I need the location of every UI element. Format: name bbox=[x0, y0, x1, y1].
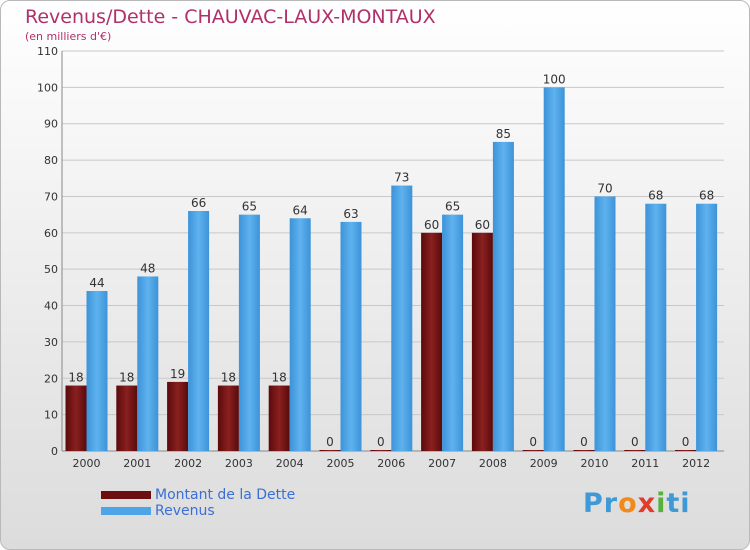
x-tick-label: 2007 bbox=[428, 457, 456, 470]
y-tick-label: 20 bbox=[44, 372, 58, 385]
bar-debt bbox=[319, 450, 341, 451]
data-label-debt: 18 bbox=[68, 371, 83, 385]
bar-debt bbox=[624, 450, 646, 451]
chart-subtitle: (en milliers d'€) bbox=[25, 30, 112, 43]
data-label-revenue: 73 bbox=[394, 171, 409, 185]
bar-debt bbox=[65, 385, 87, 451]
legend-swatch-revenue bbox=[101, 507, 151, 515]
data-label-debt: 18 bbox=[221, 371, 236, 385]
x-tick-label: 2009 bbox=[530, 457, 558, 470]
bar-revenue bbox=[543, 87, 565, 451]
y-tick-label: 80 bbox=[44, 154, 58, 167]
y-tick-label: 40 bbox=[44, 300, 58, 313]
x-tick-label: 2003 bbox=[225, 457, 253, 470]
logo-letter: x bbox=[637, 488, 657, 519]
legend-item-debt: Montant de la Dette bbox=[101, 487, 295, 503]
data-label-revenue: 44 bbox=[89, 276, 104, 290]
x-tick-label: 2001 bbox=[123, 457, 151, 470]
y-tick-label: 110 bbox=[37, 45, 58, 58]
bar-revenue bbox=[645, 203, 667, 451]
bar-revenue bbox=[238, 214, 260, 451]
data-label-revenue: 64 bbox=[293, 203, 308, 217]
data-label-debt: 60 bbox=[424, 218, 439, 232]
chart-title: Revenus/Dette - CHAUVAC-LAUX-MONTAUX bbox=[25, 6, 436, 28]
proxiti-logo: Proxiti bbox=[583, 488, 691, 519]
x-tick-label: 2002 bbox=[174, 457, 202, 470]
bar-revenue bbox=[594, 196, 616, 451]
bar-revenue bbox=[188, 211, 210, 451]
bar-debt bbox=[217, 385, 239, 451]
bar-revenue bbox=[391, 185, 413, 451]
bar-revenue bbox=[86, 291, 108, 451]
logo-letter: r bbox=[603, 488, 619, 519]
legend-label-revenue: Revenus bbox=[155, 503, 215, 519]
data-label-debt: 0 bbox=[529, 435, 537, 449]
x-tick-label: 2008 bbox=[479, 457, 507, 470]
data-label-debt: 18 bbox=[272, 371, 287, 385]
data-label-debt: 0 bbox=[580, 435, 588, 449]
legend-swatch-debt bbox=[101, 491, 151, 499]
y-tick-label: 100 bbox=[37, 81, 58, 94]
data-label-debt: 0 bbox=[631, 435, 639, 449]
data-label-debt: 18 bbox=[119, 371, 134, 385]
legend-item-revenue: Revenus bbox=[101, 503, 295, 519]
bar-revenue bbox=[696, 203, 718, 451]
x-tick-label: 2000 bbox=[73, 457, 101, 470]
logo-letter: i bbox=[680, 488, 691, 519]
bar-revenue bbox=[289, 218, 311, 451]
x-tick-label: 2006 bbox=[377, 457, 405, 470]
data-label-revenue: 63 bbox=[343, 207, 358, 221]
legend-label-debt: Montant de la Dette bbox=[155, 487, 296, 503]
logo-letter: o bbox=[618, 488, 638, 519]
bar-debt bbox=[421, 232, 443, 451]
bar-debt bbox=[268, 385, 290, 451]
data-label-revenue: 68 bbox=[648, 189, 663, 203]
bar-debt bbox=[116, 385, 138, 451]
x-tick-label: 2010 bbox=[581, 457, 609, 470]
bar-debt bbox=[167, 381, 189, 451]
logo-letter: P bbox=[583, 488, 604, 519]
x-tick-label: 2012 bbox=[682, 457, 710, 470]
bar-revenue bbox=[137, 276, 159, 451]
data-label-revenue: 65 bbox=[242, 200, 257, 214]
y-tick-label: 30 bbox=[44, 336, 58, 349]
data-label-revenue: 65 bbox=[445, 200, 460, 214]
data-label-debt: 0 bbox=[682, 435, 690, 449]
y-tick-label: 10 bbox=[44, 409, 58, 422]
legend: Montant de la Dette Revenus bbox=[101, 487, 295, 519]
data-label-revenue: 66 bbox=[191, 196, 206, 210]
bar-debt bbox=[522, 450, 544, 451]
bar-debt bbox=[675, 450, 697, 451]
bar-debt bbox=[370, 450, 392, 451]
y-tick-label: 50 bbox=[44, 263, 58, 276]
y-tick-label: 90 bbox=[44, 118, 58, 131]
logo-letter: t bbox=[666, 488, 681, 519]
x-tick-label: 2004 bbox=[276, 457, 304, 470]
bar-debt bbox=[471, 232, 493, 451]
data-label-revenue: 48 bbox=[140, 261, 155, 275]
data-label-revenue: 100 bbox=[543, 72, 566, 86]
data-label-revenue: 68 bbox=[699, 189, 714, 203]
bar-revenue bbox=[442, 214, 464, 451]
data-label-debt: 19 bbox=[170, 367, 185, 381]
data-label-revenue: 70 bbox=[597, 181, 612, 195]
bar-debt bbox=[573, 450, 595, 451]
data-label-revenue: 85 bbox=[496, 127, 511, 141]
y-tick-label: 70 bbox=[44, 190, 58, 203]
bar-revenue bbox=[340, 221, 362, 451]
y-tick-label: 60 bbox=[44, 227, 58, 240]
logo-letter: i bbox=[656, 488, 667, 519]
x-tick-label: 2011 bbox=[631, 457, 659, 470]
x-tick-label: 2005 bbox=[327, 457, 355, 470]
data-label-debt: 0 bbox=[377, 435, 385, 449]
bar-revenue bbox=[492, 141, 514, 451]
data-label-debt: 60 bbox=[475, 218, 490, 232]
data-label-debt: 0 bbox=[326, 435, 334, 449]
y-tick-label: 0 bbox=[51, 445, 58, 458]
